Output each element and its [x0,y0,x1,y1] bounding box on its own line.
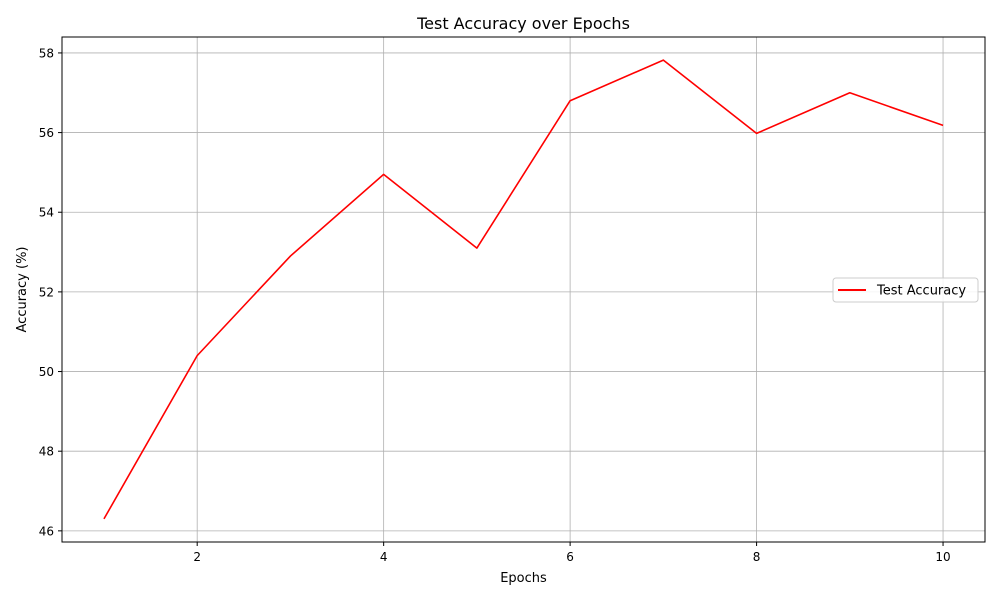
y-tick-label: 46 [39,524,54,538]
legend-box [832,277,979,303]
series-line-test-accuracy [103,59,944,520]
legend-label: Test Accuracy [876,284,966,299]
y-tick-label: 50 [39,365,54,379]
series-layer [103,59,944,520]
x-tick-label: 2 [193,550,201,564]
chart-title: Test Accuracy over Epochs [416,14,630,33]
x-tick-label: 6 [566,550,574,564]
y-tick-label: 48 [39,445,54,459]
legend: Test Accuracy [832,277,979,303]
x-tick-label: 4 [380,550,388,564]
plot-frame [61,36,986,543]
y-axis-label: Accuracy (%) [15,247,30,333]
y-tick-label: 54 [39,206,54,220]
y-axis-ticks: 46 48 50 52 54 56 58 [39,46,62,538]
x-tick-label: 8 [753,550,761,564]
x-axis-ticks: 2 4 6 8 10 [193,542,951,564]
x-tick-label: 10 [935,550,950,564]
y-tick-label: 52 [39,285,54,299]
x-axis-label: Epochs [500,571,547,586]
y-tick-label: 58 [39,46,54,60]
y-tick-label: 56 [39,126,54,140]
